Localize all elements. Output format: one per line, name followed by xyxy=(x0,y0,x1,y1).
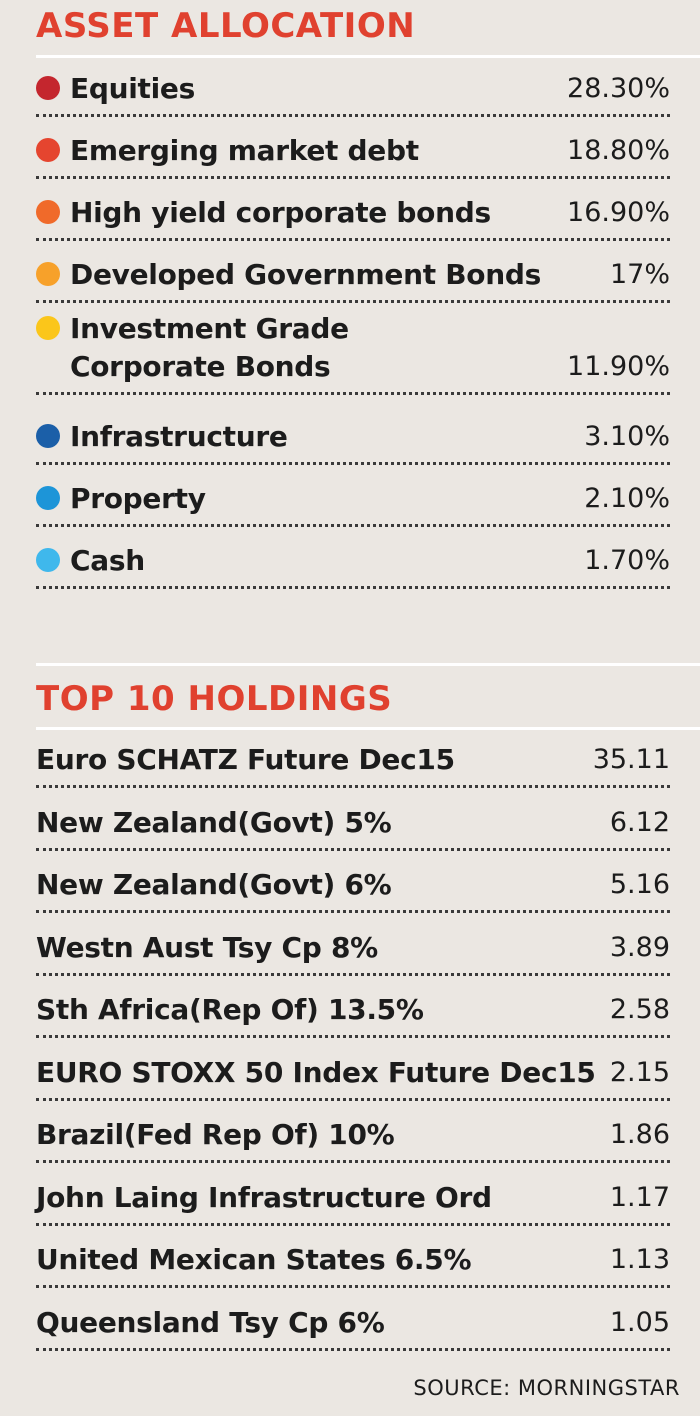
holding-value: 1.13 xyxy=(609,1244,670,1275)
allocation-label: Emerging market debt xyxy=(70,134,419,167)
holding-value: 1.86 xyxy=(609,1119,670,1150)
allocation-label: Property xyxy=(70,482,206,515)
holding-value: 1.17 xyxy=(609,1181,670,1213)
allocation-label: Developed Government Bonds xyxy=(70,258,541,291)
holding-label: United Mexican States 6.5% xyxy=(36,1243,472,1276)
section-divider xyxy=(36,727,700,730)
holding-label: Queensland Tsy Cp 6% xyxy=(36,1305,385,1339)
holding-value: 2.15 xyxy=(609,1056,670,1088)
holding-label: New Zealand(Govt) 5% xyxy=(36,805,392,839)
holding-row: Westn Aust Tsy Cp 8% 3.89 xyxy=(36,921,670,976)
holding-row: New Zealand(Govt) 6% 5.16 xyxy=(36,858,670,913)
holding-label: John Laing Infrastructure Ord xyxy=(36,1180,492,1214)
legend-dot-icon xyxy=(36,548,60,572)
allocation-value: 1.70% xyxy=(584,545,670,576)
legend-dot-icon xyxy=(36,138,60,162)
holding-value: 6.12 xyxy=(609,806,670,838)
holding-value: 3.89 xyxy=(609,931,670,963)
holding-row: Brazil(Fed Rep Of) 10% 1.86 xyxy=(36,1108,670,1163)
allocation-value: 2.10% xyxy=(584,483,670,514)
allocation-value: 18.80% xyxy=(567,135,670,166)
legend-dot-icon xyxy=(36,316,60,340)
allocation-value: 28.30% xyxy=(567,73,670,104)
holding-row: United Mexican States 6.5% 1.13 xyxy=(36,1233,670,1288)
holding-value: 5.16 xyxy=(609,869,670,900)
holding-label: New Zealand(Govt) 6% xyxy=(36,868,392,901)
legend-dot-icon xyxy=(36,76,60,100)
legend-dot-icon xyxy=(36,486,60,510)
allocation-value: 16.90% xyxy=(567,197,670,228)
holding-row: New Zealand(Govt) 5% 6.12 xyxy=(36,796,670,851)
holding-value: 35.11 xyxy=(592,744,670,775)
allocation-value: 11.90% xyxy=(567,351,670,382)
allocation-label: Infrastructure xyxy=(70,420,288,453)
holding-row: Queensland Tsy Cp 6% 1.05 xyxy=(36,1296,670,1351)
allocation-label: Cash xyxy=(70,544,145,577)
allocation-row: Developed Government Bonds 17% xyxy=(36,248,670,303)
allocation-row: Infrastructure 3.10% xyxy=(36,410,670,465)
allocation-label: Equities xyxy=(70,72,195,105)
section-divider xyxy=(36,663,700,666)
allocation-value: 3.10% xyxy=(584,421,670,452)
source-note: SOURCE: MORNINGSTAR xyxy=(413,1376,680,1400)
holding-row: Euro SCHATZ Future Dec15 35.11 xyxy=(36,733,670,788)
holding-label: Brazil(Fed Rep Of) 10% xyxy=(36,1118,395,1151)
allocation-row: Cash 1.70% xyxy=(36,534,670,589)
holding-value: 2.58 xyxy=(609,994,670,1025)
allocation-row: High yield corporate bonds 16.90% xyxy=(36,186,670,241)
allocation-row: Equities 28.30% xyxy=(36,62,670,117)
allocation-label: Investment Grade Corporate Bonds xyxy=(70,312,349,383)
allocation-row: Property 2.10% xyxy=(36,472,670,527)
holding-label: Westn Aust Tsy Cp 8% xyxy=(36,930,378,964)
legend-dot-icon xyxy=(36,262,60,286)
holding-label: EURO STOXX 50 Index Future Dec15 xyxy=(36,1055,596,1089)
holding-label: Sth Africa(Rep Of) 13.5% xyxy=(36,993,424,1026)
legend-dot-icon xyxy=(36,424,60,448)
holding-value: 1.05 xyxy=(609,1306,670,1338)
holding-row: EURO STOXX 50 Index Future Dec15 2.15 xyxy=(36,1046,670,1101)
holding-label: Euro SCHATZ Future Dec15 xyxy=(36,743,455,776)
asset-allocation-title: ASSET ALLOCATION xyxy=(36,6,416,46)
holding-row: John Laing Infrastructure Ord 1.17 xyxy=(36,1171,670,1226)
allocation-row: Investment Grade Corporate Bonds 11.90% xyxy=(36,310,670,395)
allocation-row: Emerging market debt 18.80% xyxy=(36,124,670,179)
holding-row: Sth Africa(Rep Of) 13.5% 2.58 xyxy=(36,983,670,1038)
allocation-value: 17% xyxy=(609,259,670,290)
legend-dot-icon xyxy=(36,200,60,224)
section-divider xyxy=(36,55,700,58)
top-holdings-title: TOP 10 HOLDINGS xyxy=(36,679,393,719)
allocation-label: High yield corporate bonds xyxy=(70,196,491,229)
